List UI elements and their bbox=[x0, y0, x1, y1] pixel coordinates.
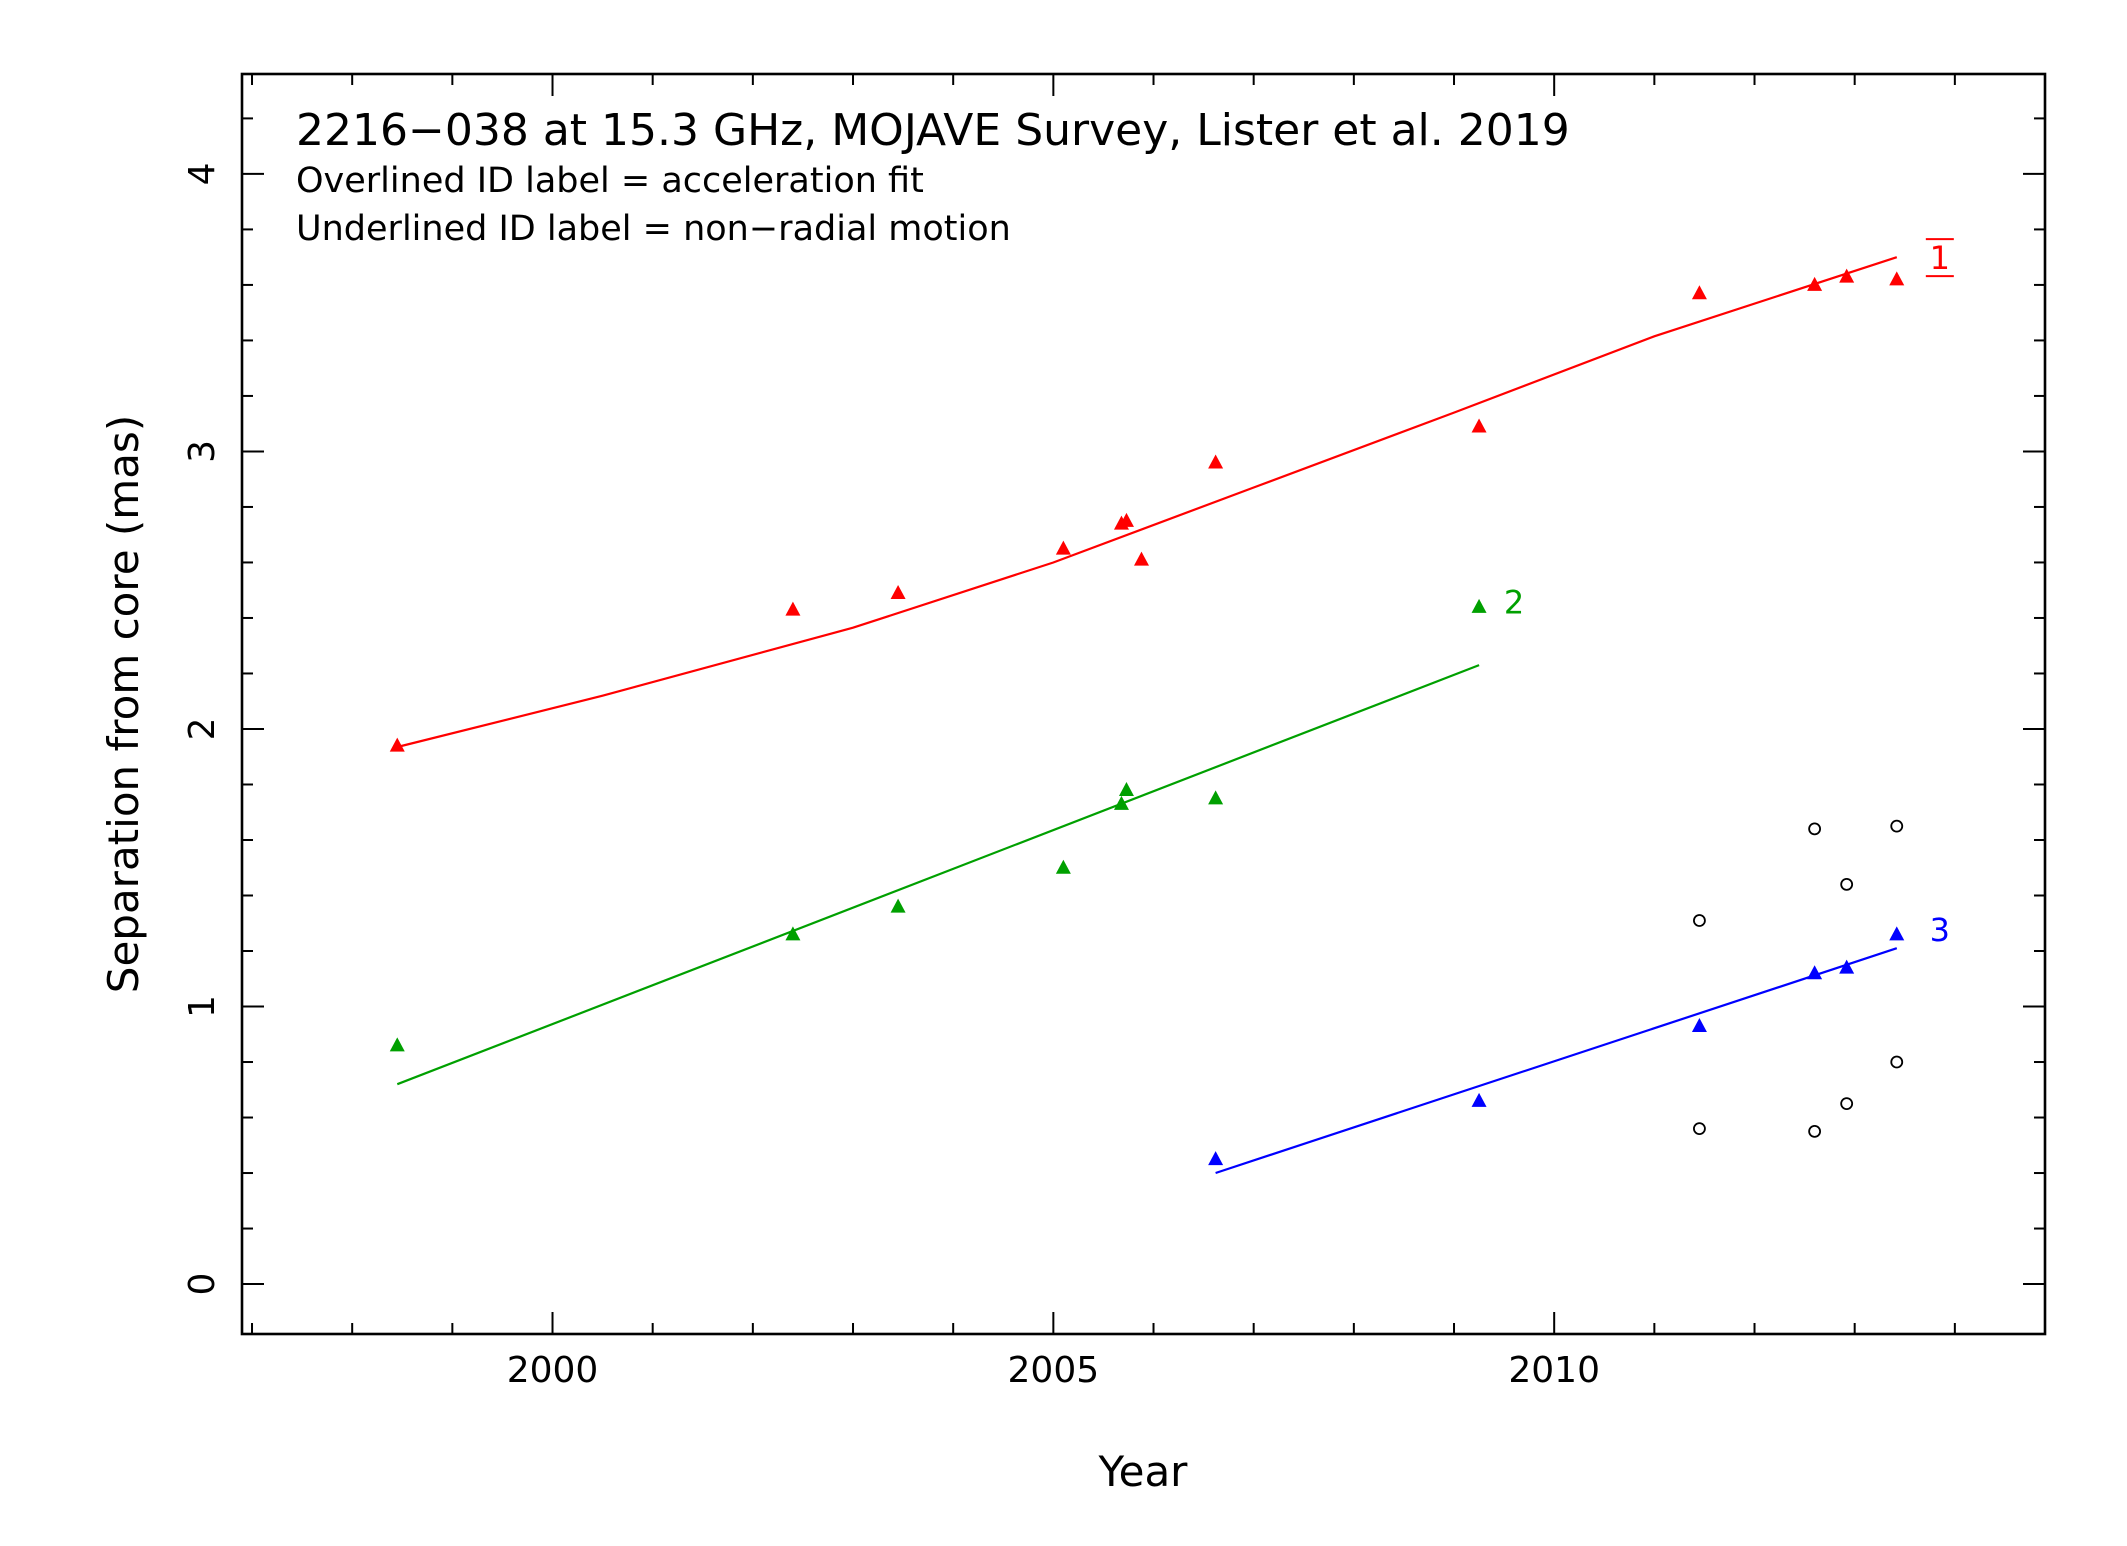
data-point-unassigned bbox=[1693, 914, 1706, 927]
data-point-unassigned bbox=[1890, 819, 1904, 833]
data-point-1 bbox=[1691, 285, 1707, 300]
data-point-1 bbox=[1889, 271, 1905, 286]
data-point-unassigned bbox=[1693, 1122, 1706, 1136]
data-point-1 bbox=[1208, 454, 1224, 469]
data-point-2 bbox=[1208, 790, 1224, 805]
series-id-label-1: 1 bbox=[1930, 239, 1950, 277]
data-point-1 bbox=[1839, 268, 1855, 283]
x-tick-label: 2010 bbox=[1508, 1350, 1600, 1391]
data-point-2 bbox=[1118, 782, 1134, 797]
data-point-1 bbox=[1133, 551, 1149, 566]
y-tick-label: 1 bbox=[182, 995, 223, 1018]
data-point-3 bbox=[1807, 965, 1823, 980]
data-point-1 bbox=[785, 601, 801, 616]
data-point-unassigned bbox=[1840, 877, 1854, 891]
data-point-unassigned bbox=[1840, 1097, 1854, 1111]
chart-note-underline: Underlined ID label = non−radial motion bbox=[296, 209, 1011, 249]
chart-note-overline: Overlined ID label = acceleration fit bbox=[296, 161, 924, 201]
y-tick-label: 4 bbox=[182, 162, 223, 185]
data-points bbox=[389, 268, 1905, 1166]
data-point-3 bbox=[1208, 1151, 1224, 1166]
x-tick-label: 2000 bbox=[507, 1350, 599, 1391]
data-point-3 bbox=[1471, 1092, 1487, 1107]
fit-line-1 bbox=[397, 256, 1898, 749]
data-point-1 bbox=[1118, 512, 1134, 527]
data-point-unassigned bbox=[1808, 1125, 1822, 1138]
y-tick-label: 0 bbox=[182, 1273, 223, 1296]
axis-ticks bbox=[242, 74, 2045, 1334]
data-point-unassigned bbox=[1808, 822, 1822, 836]
data-point-1 bbox=[890, 584, 906, 599]
fit-line-2 bbox=[396, 664, 1480, 1086]
series-id-label-2: 2 bbox=[1504, 583, 1524, 621]
data-point-2 bbox=[785, 926, 801, 941]
x-axis-label: Year bbox=[1098, 1447, 1189, 1496]
data-point-2 bbox=[1471, 598, 1487, 613]
data-point-unassigned bbox=[1890, 1055, 1904, 1069]
y-tick-label: 3 bbox=[182, 440, 223, 463]
fit-lines bbox=[396, 256, 1898, 1175]
series-id-labels: 1 2 3 bbox=[1504, 238, 1954, 949]
data-point-1 bbox=[1807, 276, 1823, 291]
series-id-label-3: 3 bbox=[1930, 911, 1950, 949]
fit-line-3 bbox=[1215, 947, 1898, 1175]
chart-title: 2216−038 at 15.3 GHz, MOJAVE Survey, Lis… bbox=[296, 105, 1570, 156]
data-point-1 bbox=[1055, 540, 1071, 555]
data-point-2 bbox=[1055, 859, 1071, 874]
data-point-2 bbox=[890, 898, 906, 913]
data-point-2 bbox=[389, 1037, 405, 1052]
data-point-3 bbox=[1889, 926, 1905, 941]
plot-frame bbox=[240, 72, 2047, 1336]
data-point-1 bbox=[1471, 418, 1487, 433]
data-point-2 bbox=[1113, 795, 1129, 810]
data-point-1 bbox=[389, 737, 405, 752]
y-tick-label: 2 bbox=[182, 718, 223, 741]
data-point-3 bbox=[1691, 1017, 1707, 1032]
y-axis-label: Separation from core (mas) bbox=[99, 415, 148, 993]
x-tick-labels: 2000 2005 2010 bbox=[507, 1350, 1600, 1391]
data-point-3 bbox=[1839, 959, 1855, 974]
x-tick-label: 2005 bbox=[1008, 1350, 1100, 1391]
y-tick-labels: 0 1 2 3 4 bbox=[182, 162, 223, 1295]
